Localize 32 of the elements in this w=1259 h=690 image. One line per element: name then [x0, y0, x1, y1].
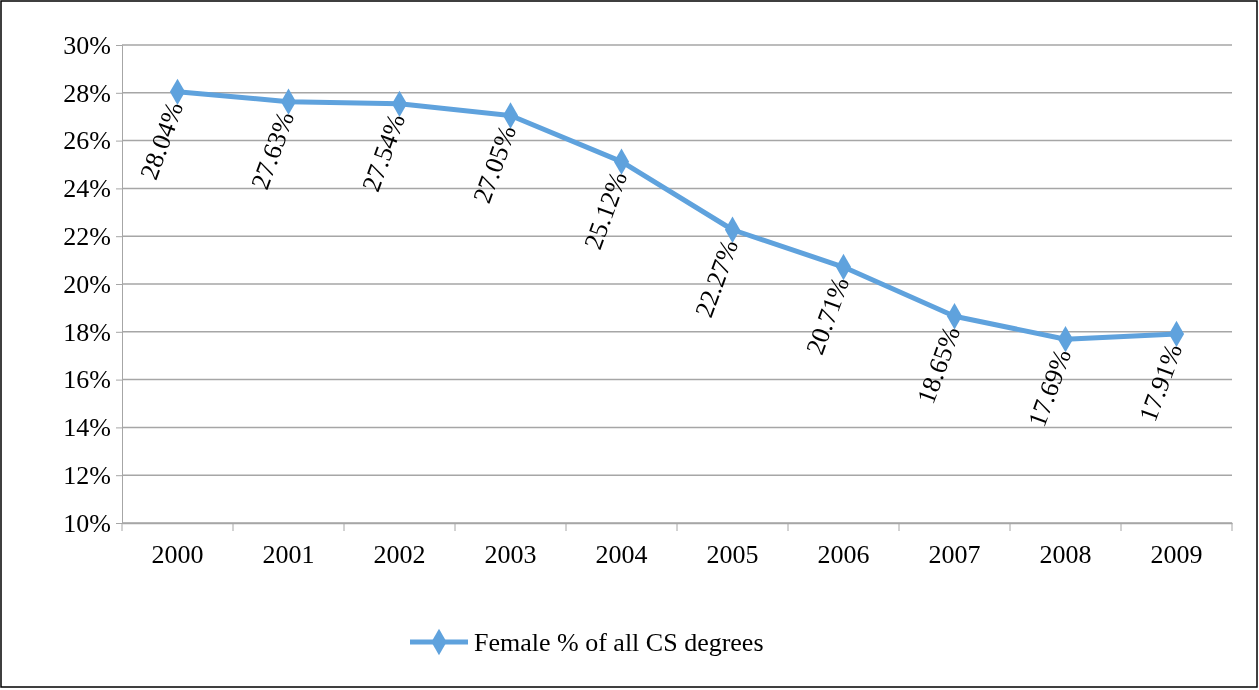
- data-label: 27.63%: [245, 107, 301, 194]
- x-tick-label: 2005: [706, 540, 759, 570]
- x-tick-label: 2002: [373, 540, 426, 570]
- x-tick-label: 2001: [262, 540, 315, 570]
- data-label: 17.91%: [1133, 340, 1189, 426]
- x-tick-label: 2008: [1039, 540, 1092, 570]
- x-tick-label: 2004: [595, 540, 648, 570]
- y-tick-label: 20%: [63, 269, 111, 299]
- data-label: 27.05%: [467, 121, 523, 207]
- x-tick-label: 2000: [151, 540, 204, 570]
- y-tick-label: 14%: [63, 413, 111, 443]
- x-tick-label: 2007: [928, 540, 981, 570]
- x-tick-label: 2009: [1150, 540, 1203, 570]
- x-tick-label: 2006: [817, 540, 870, 570]
- data-label: 18.65%: [911, 322, 967, 408]
- y-tick-label: 18%: [63, 317, 111, 347]
- legend-label: Female % of all CS degrees: [474, 628, 764, 657]
- y-tick-label: 10%: [63, 508, 111, 538]
- y-tick-label: 12%: [63, 461, 111, 491]
- x-tick-label: 2003: [484, 540, 537, 570]
- y-tick-label: 24%: [63, 174, 111, 204]
- data-label: 27.54%: [356, 109, 412, 196]
- y-tick-label: 16%: [63, 365, 111, 395]
- data-label: 25.12%: [578, 167, 634, 254]
- y-tick-label: 30%: [63, 30, 111, 60]
- data-label: 28.04%: [134, 97, 190, 184]
- data-label: 22.27%: [689, 235, 745, 322]
- y-tick-label: 28%: [63, 78, 111, 108]
- y-tick-label: 22%: [63, 222, 111, 252]
- y-tick-label: 26%: [63, 126, 111, 156]
- data-label: 20.71%: [800, 273, 856, 359]
- data-label: 17.69%: [1022, 345, 1078, 431]
